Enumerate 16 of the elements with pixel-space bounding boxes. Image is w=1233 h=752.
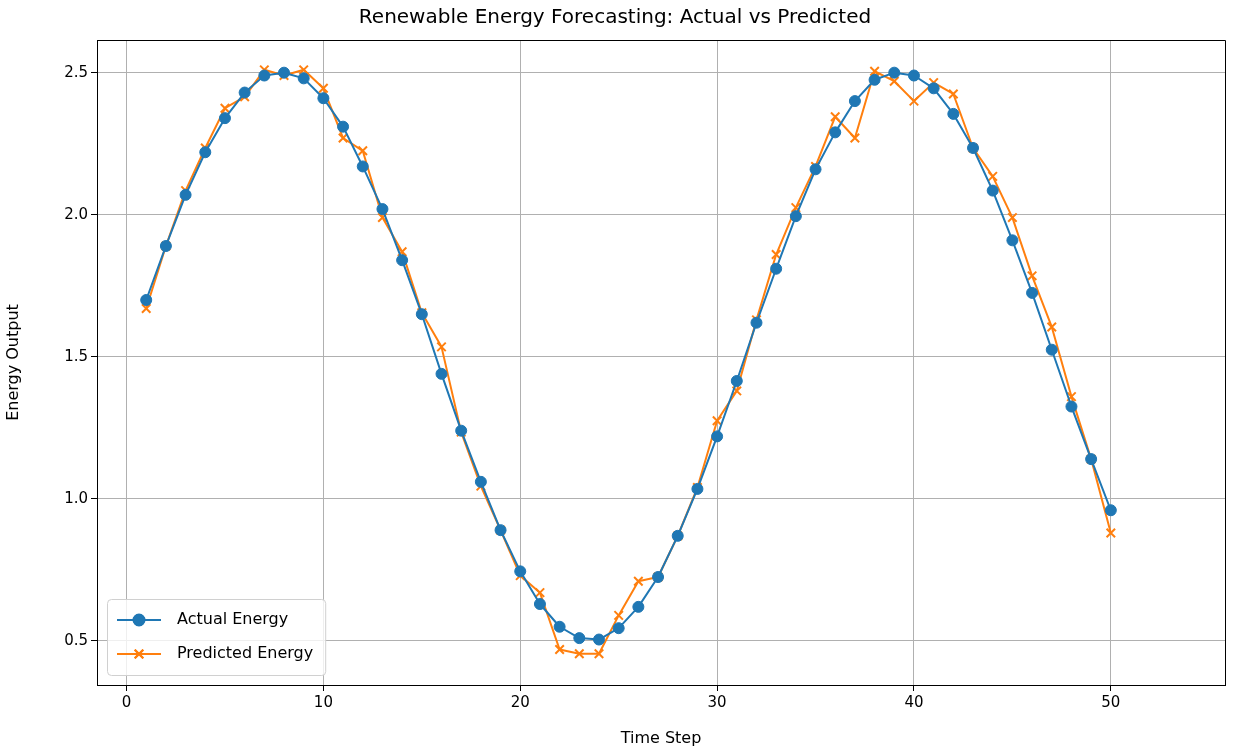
y-tick-label: 2.5 — [64, 62, 88, 81]
y-tick-label: 2.0 — [64, 204, 88, 223]
chart-title: Renewable Energy Forecasting: Actual vs Predicted — [358, 4, 872, 29]
y-tick-label: 1.0 — [64, 488, 88, 507]
legend-label: Actual Energy — [177, 609, 289, 629]
x-tick-label: 10 — [313, 692, 333, 711]
y-tick-label: 0.5 — [64, 630, 88, 649]
x-tick-label: 20 — [510, 692, 530, 711]
y-tick-label: 1.5 — [64, 346, 88, 365]
y-axis-title: Energy Output — [2, 304, 22, 421]
x-tick-label: 50 — [1101, 692, 1121, 711]
x-tick-label: 0 — [121, 692, 132, 711]
legend-label: Predicted Energy — [177, 643, 314, 663]
x-tick-label: 40 — [904, 692, 924, 711]
x-axis-title: Time Step — [619, 727, 702, 747]
x-tick-label: 30 — [707, 692, 727, 711]
